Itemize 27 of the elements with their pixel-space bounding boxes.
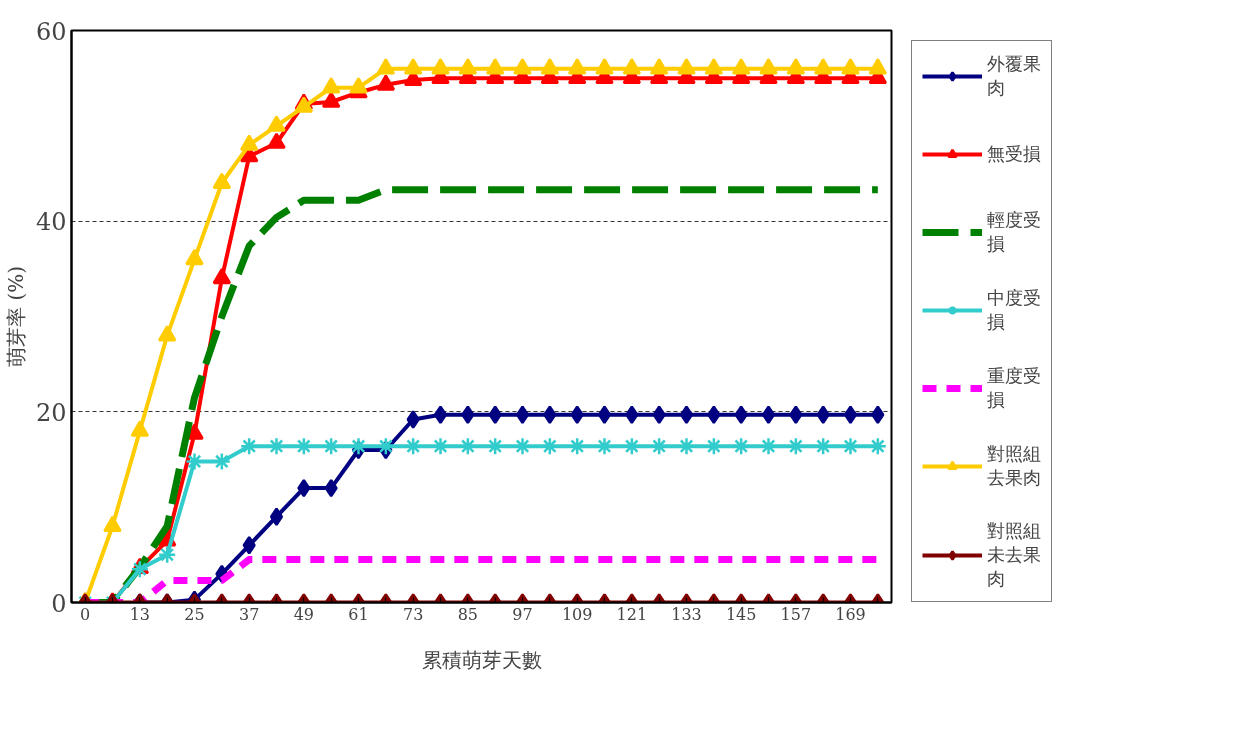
x-tick-label: 121 (616, 604, 648, 624)
x-tick-label: 109 (561, 604, 593, 624)
x-tick-label: 13 (129, 604, 151, 624)
y-tick-label: 60 (35, 17, 67, 46)
x-tick-label: 49 (293, 604, 315, 624)
legend-label: 重度受損 (987, 364, 1041, 412)
y-tick-label: 20 (35, 398, 67, 427)
x-tick-label: 61 (348, 604, 369, 624)
legend-label: 對照組未去果肉 (987, 519, 1041, 591)
legend-label: 中度受損 (987, 286, 1041, 334)
x-tick-label: 133 (671, 604, 702, 624)
y-tick-label: 40 (35, 208, 67, 237)
x-tick-label: 145 (725, 604, 757, 624)
legend-label: 輕度受損 (987, 208, 1041, 256)
y-axis-title: 萌芽率 (%) (3, 266, 28, 367)
legend-label: 無受損 (987, 142, 1041, 166)
legend-label: 外覆果肉 (987, 52, 1041, 100)
x-tick-label: 73 (402, 604, 424, 624)
x-tick-label: 97 (512, 604, 533, 624)
x-axis-title: 累積萌芽天數 (421, 647, 542, 672)
x-tick-label: 0 (80, 604, 91, 624)
x-tick-label: 169 (835, 604, 866, 624)
x-tick-label: 37 (238, 604, 260, 624)
legend-label: 對照組去果肉 (987, 442, 1041, 490)
x-tick-label: 85 (457, 604, 479, 624)
x-tick-label: 25 (184, 604, 205, 624)
x-tick-label: 157 (780, 604, 812, 624)
